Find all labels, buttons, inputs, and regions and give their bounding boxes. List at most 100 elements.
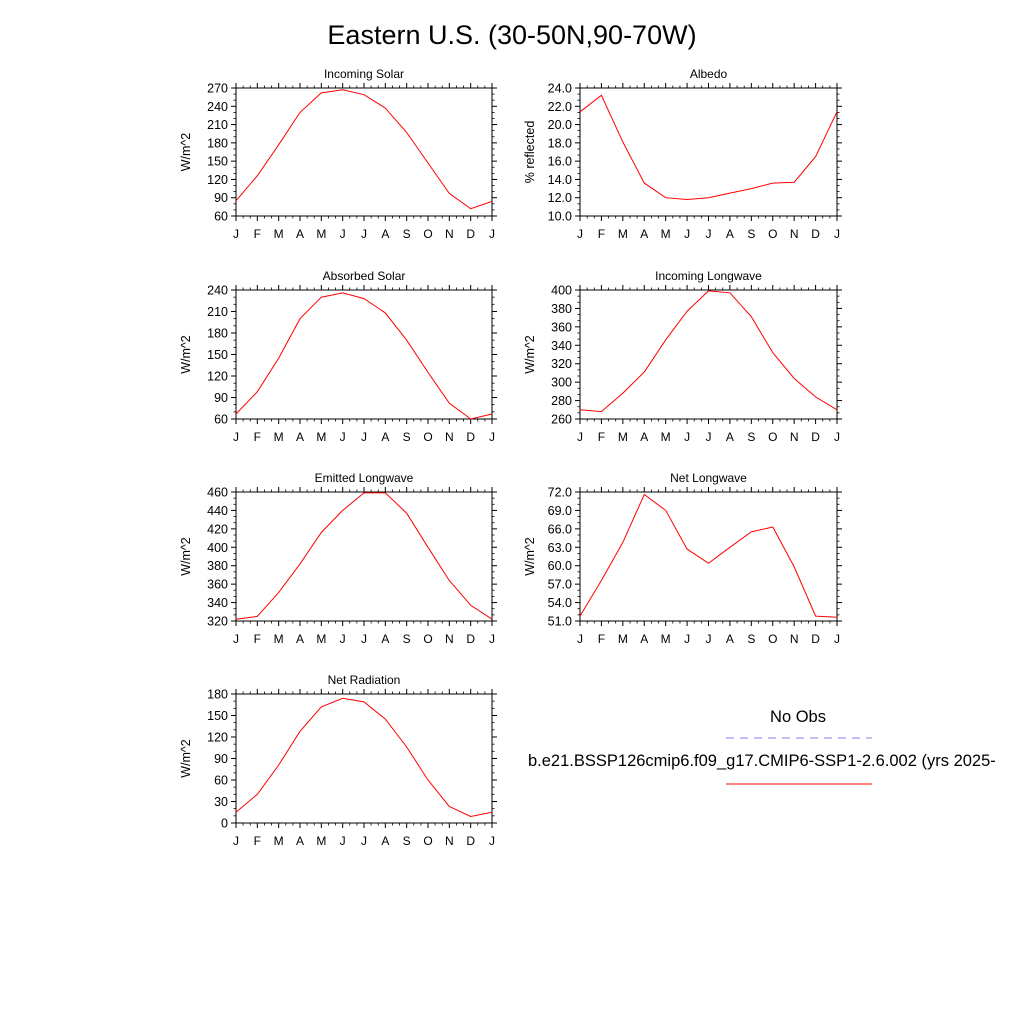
x-tick-label: D (811, 227, 820, 241)
plot-frame (235, 491, 493, 622)
y-tick-label: 69.0 (548, 504, 572, 518)
y-tick-label: 340 (551, 339, 572, 353)
x-tick-label: S (747, 227, 755, 241)
legend-model-label: b.e21.BSSP126cmip6.f09_g17.CMIP6-SSP1-2.… (528, 752, 996, 770)
y-tick-label: 30 (214, 795, 228, 809)
x-tick-label: M (618, 430, 628, 444)
x-tick-label: M (661, 227, 671, 241)
y-tick-label: 60 (214, 210, 228, 224)
x-tick-label: A (381, 632, 389, 646)
y-tick-label: 320 (207, 615, 228, 629)
y-axis-label: W/m^2 (179, 335, 193, 374)
x-tick-label: O (768, 227, 777, 241)
chart-title: Incoming Longwave (655, 269, 762, 283)
y-tick-label: 180 (207, 327, 228, 341)
y-tick-label: 90 (214, 391, 228, 405)
x-tick-label: M (316, 227, 326, 241)
y-tick-label: 150 (207, 155, 228, 169)
series-line (579, 290, 838, 413)
x-tick-label: A (296, 632, 304, 646)
y-axis-label: W/m^2 (523, 537, 537, 576)
x-tick-label: M (316, 430, 326, 444)
x-tick-label: N (445, 430, 454, 444)
chart-title: Albedo (690, 67, 728, 81)
y-tick-label: 60 (214, 413, 228, 427)
x-tick-label: N (445, 227, 454, 241)
x-tick-label: J (706, 632, 712, 646)
x-tick-label: M (618, 632, 628, 646)
y-tick-label: 340 (207, 596, 228, 610)
plot-frame (579, 491, 838, 622)
x-tick-label: J (233, 430, 239, 444)
x-tick-label: J (577, 430, 583, 444)
y-tick-label: 54.0 (548, 596, 572, 610)
series-line (235, 89, 493, 210)
page-title: Eastern U.S. (30-50N,90-70W) (327, 20, 697, 50)
chart-title: Emitted Longwave (315, 471, 414, 485)
x-tick-label: S (403, 430, 411, 444)
x-tick-label: M (316, 632, 326, 646)
y-tick-label: 120 (207, 370, 228, 384)
y-tick-label: 57.0 (548, 578, 572, 592)
x-tick-label: O (768, 430, 777, 444)
chart-panel: J F M A M J J A S O N D J6090120150180210240270Incom… (179, 67, 497, 241)
x-tick-label: D (466, 227, 475, 241)
x-tick-label: J (577, 227, 583, 241)
y-tick-label: 66.0 (548, 522, 572, 536)
x-tick-label: J (577, 632, 583, 646)
chart-panel: J F M A M J J A S O N D J6090120150180210240Absorbed… (179, 269, 497, 444)
y-axis-label: W/m^2 (523, 335, 537, 374)
x-tick-label: O (423, 430, 432, 444)
x-tick-label: J (340, 227, 346, 241)
y-tick-label: 51.0 (548, 615, 572, 629)
y-axis-label: % reflected (523, 121, 537, 184)
x-tick-label: S (403, 227, 411, 241)
x-tick-label: A (726, 227, 734, 241)
x-tick-label: J (233, 632, 239, 646)
x-tick-label: J (489, 227, 495, 241)
y-tick-label: 240 (207, 100, 228, 114)
y-tick-label: 14.0 (548, 173, 572, 187)
y-tick-label: 320 (551, 357, 572, 371)
y-tick-label: 24.0 (548, 82, 572, 96)
y-tick-label: 10.0 (548, 210, 572, 224)
chart-panel: J F M A M J J A S O N D J10.012.014.016.018.020.022.… (523, 67, 842, 241)
x-tick-label: J (684, 632, 690, 646)
y-tick-label: 12.0 (548, 191, 572, 205)
x-tick-label: S (403, 632, 411, 646)
y-tick-label: 400 (551, 284, 572, 298)
x-tick-label: F (254, 227, 261, 241)
x-tick-label: J (361, 834, 367, 848)
x-tick-label: M (316, 834, 326, 848)
x-tick-label: J (233, 834, 239, 848)
y-tick-label: 260 (551, 413, 572, 427)
series-line (579, 493, 838, 618)
y-tick-label: 380 (207, 559, 228, 573)
x-tick-label: A (296, 227, 304, 241)
y-axis-label: W/m^2 (179, 537, 193, 576)
y-tick-label: 440 (207, 504, 228, 518)
plot-frame (235, 289, 493, 420)
x-tick-label: D (811, 430, 820, 444)
x-tick-label: J (706, 430, 712, 444)
chart-panel: J F M A M J J A S O N D J260280300320340360380400Inc… (523, 269, 842, 444)
x-tick-label: A (640, 430, 648, 444)
y-tick-label: 420 (207, 522, 228, 536)
x-tick-label: O (768, 632, 777, 646)
x-tick-label: D (466, 632, 475, 646)
chart-title: Net Radiation (328, 673, 401, 687)
x-tick-label: F (598, 227, 605, 241)
y-tick-label: 360 (551, 320, 572, 334)
x-tick-label: D (466, 834, 475, 848)
x-tick-label: M (274, 834, 284, 848)
x-tick-label: J (834, 632, 840, 646)
x-tick-label: M (274, 227, 284, 241)
plot-frame (579, 87, 838, 217)
x-tick-label: M (661, 430, 671, 444)
y-tick-label: 210 (207, 305, 228, 319)
x-tick-label: A (381, 834, 389, 848)
x-tick-label: F (254, 430, 261, 444)
x-tick-label: J (361, 227, 367, 241)
y-tick-label: 18.0 (548, 136, 572, 150)
x-tick-label: D (466, 430, 475, 444)
